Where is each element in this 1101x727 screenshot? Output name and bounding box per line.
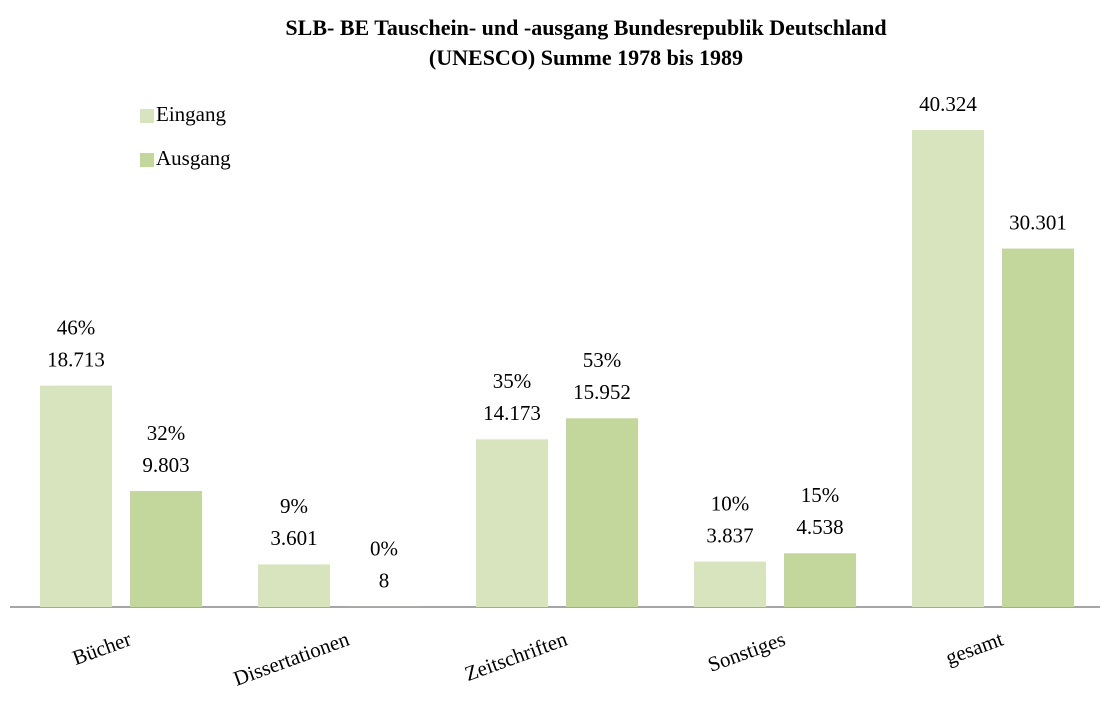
percent-label: 53% xyxy=(583,348,622,372)
x-tick-label: Bücher xyxy=(69,627,134,670)
percent-label: 46% xyxy=(57,315,96,339)
chart-title: SLB- BE Tauschein- und -ausgang Bundesre… xyxy=(285,15,886,40)
legend-label: Eingang xyxy=(156,102,226,126)
data-label: 40.324 xyxy=(919,92,977,116)
x-tick-label: Zeitschriften xyxy=(461,627,570,686)
bar xyxy=(476,439,548,607)
chart-title: (UNESCO) Summe 1978 bis 1989 xyxy=(429,45,743,70)
legend-swatch xyxy=(140,153,154,167)
data-label: 14.173 xyxy=(483,401,541,425)
percent-label: 9% xyxy=(280,494,308,518)
bar xyxy=(566,418,638,607)
percent-label: 32% xyxy=(147,421,186,445)
data-label: 18.713 xyxy=(47,347,105,371)
data-label: 9.803 xyxy=(142,453,189,477)
data-label: 8 xyxy=(379,569,390,593)
bar xyxy=(912,130,984,607)
bar xyxy=(1002,248,1074,607)
x-tick-label: Sonstiges xyxy=(704,627,788,677)
bar xyxy=(130,491,202,607)
percent-label: 35% xyxy=(493,369,532,393)
data-label: 15.952 xyxy=(573,380,631,404)
x-tick-label: gesamt xyxy=(942,627,1006,670)
bar xyxy=(40,385,112,607)
percent-label: 15% xyxy=(801,483,840,507)
bar xyxy=(694,561,766,607)
legend-swatch xyxy=(140,109,154,123)
legend-label: Ausgang xyxy=(156,146,231,170)
percent-label: 0% xyxy=(370,537,398,561)
data-label: 3.601 xyxy=(270,526,317,550)
x-tick-label: Dissertationen xyxy=(230,627,353,691)
bar xyxy=(258,564,330,607)
data-label: 3.837 xyxy=(706,523,753,547)
data-label: 4.538 xyxy=(796,515,843,539)
bar xyxy=(784,553,856,607)
percent-label: 10% xyxy=(711,491,750,515)
data-label: 30.301 xyxy=(1009,210,1067,234)
